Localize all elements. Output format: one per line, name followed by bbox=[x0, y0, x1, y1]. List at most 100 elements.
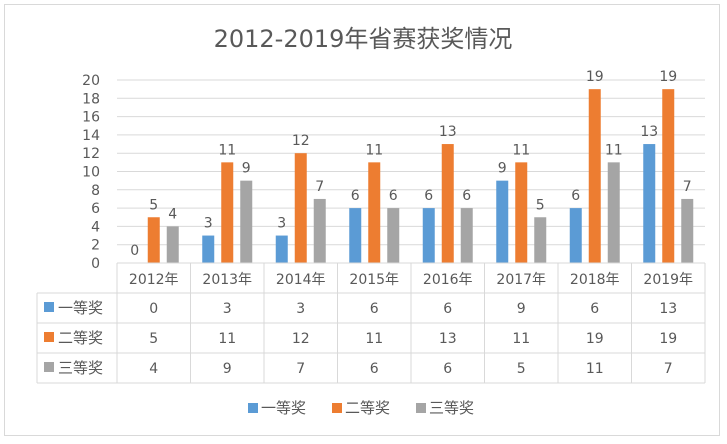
bar bbox=[387, 208, 400, 263]
chart-frame bbox=[4, 4, 720, 436]
table-cell: 13 bbox=[439, 331, 457, 347]
data-label: 11 bbox=[218, 142, 236, 158]
table-cell: 11 bbox=[512, 331, 530, 347]
table-series-label: 三等奖 bbox=[58, 359, 103, 377]
table-cell: 0 bbox=[149, 301, 158, 317]
table-cell: 11 bbox=[218, 331, 236, 347]
data-label: 6 bbox=[389, 188, 398, 204]
y-tick-label: 10 bbox=[82, 165, 100, 181]
table-cell: 5 bbox=[517, 361, 526, 377]
legend-label: 三等奖 bbox=[429, 399, 474, 417]
table-cell: 5 bbox=[149, 331, 158, 347]
bar bbox=[515, 162, 528, 263]
data-label: 19 bbox=[586, 69, 604, 85]
table-cell: 7 bbox=[296, 361, 305, 377]
legend-key bbox=[44, 362, 54, 372]
bar bbox=[569, 208, 582, 263]
category-label: 2017年 bbox=[496, 272, 546, 288]
bar bbox=[275, 235, 288, 263]
table-cell: 6 bbox=[443, 301, 452, 317]
bar bbox=[643, 144, 656, 263]
legend-key bbox=[44, 302, 54, 312]
table-cell: 3 bbox=[223, 301, 232, 317]
data-label: 7 bbox=[315, 179, 324, 195]
table-cell: 6 bbox=[370, 301, 379, 317]
table-series-label: 二等奖 bbox=[58, 329, 103, 347]
legend-marker bbox=[248, 403, 258, 413]
category-label: 2013年 bbox=[202, 272, 252, 288]
category-label: 2012年 bbox=[129, 272, 179, 288]
y-tick-label: 2 bbox=[91, 238, 100, 254]
category-label: 2016年 bbox=[423, 272, 473, 288]
bar bbox=[221, 162, 234, 263]
y-tick-label: 18 bbox=[82, 91, 100, 107]
chart-title: 2012-2019年省赛获奖情况 bbox=[214, 25, 513, 53]
table-cell: 3 bbox=[296, 301, 305, 317]
category-label: 2018年 bbox=[570, 272, 620, 288]
table-cell: 19 bbox=[659, 331, 677, 347]
category-label: 2019年 bbox=[643, 272, 693, 288]
bar bbox=[202, 235, 215, 263]
bar bbox=[240, 180, 253, 263]
legend-marker bbox=[416, 403, 426, 413]
bar bbox=[460, 208, 473, 263]
data-label: 7 bbox=[683, 179, 692, 195]
bar bbox=[349, 208, 362, 263]
bar bbox=[662, 89, 675, 264]
data-label: 6 bbox=[462, 188, 471, 204]
bar bbox=[368, 162, 381, 263]
table-cell: 7 bbox=[664, 361, 673, 377]
data-label: 13 bbox=[439, 124, 457, 140]
y-tick-label: 4 bbox=[91, 219, 100, 235]
y-tick-label: 16 bbox=[82, 110, 100, 126]
bar bbox=[422, 208, 435, 263]
legend-marker bbox=[332, 403, 342, 413]
bar bbox=[534, 217, 547, 263]
bar bbox=[313, 198, 326, 263]
legend-key bbox=[44, 332, 54, 342]
table-cell: 6 bbox=[370, 361, 379, 377]
data-label: 9 bbox=[242, 161, 251, 177]
bar bbox=[588, 89, 601, 264]
table-cell: 13 bbox=[659, 301, 677, 317]
category-label: 2015年 bbox=[349, 272, 399, 288]
data-label: 9 bbox=[498, 161, 507, 177]
table-cell: 12 bbox=[292, 331, 310, 347]
table-cell: 6 bbox=[590, 301, 599, 317]
y-tick-label: 8 bbox=[91, 183, 100, 199]
table-cell: 19 bbox=[586, 331, 604, 347]
data-label: 12 bbox=[292, 133, 310, 149]
data-label: 11 bbox=[512, 142, 530, 158]
data-label: 4 bbox=[168, 206, 177, 222]
data-label: 5 bbox=[536, 197, 545, 213]
y-tick-label: 20 bbox=[82, 73, 100, 89]
data-label: 6 bbox=[351, 188, 360, 204]
data-label: 11 bbox=[605, 142, 623, 158]
bar bbox=[607, 162, 620, 263]
data-label: 6 bbox=[424, 188, 433, 204]
data-label: 3 bbox=[277, 216, 286, 232]
data-label: 6 bbox=[571, 188, 580, 204]
legend-label: 一等奖 bbox=[261, 399, 306, 417]
bar bbox=[166, 226, 179, 263]
data-label: 0 bbox=[130, 243, 139, 259]
bar bbox=[294, 153, 307, 263]
table-cell: 11 bbox=[586, 361, 604, 377]
table-series-label: 一等奖 bbox=[58, 299, 103, 317]
bar bbox=[681, 198, 694, 263]
table-cell: 9 bbox=[517, 301, 526, 317]
bar bbox=[496, 180, 509, 263]
y-tick-label: 0 bbox=[91, 256, 100, 272]
y-tick-label: 6 bbox=[91, 201, 100, 217]
legend-label: 二等奖 bbox=[345, 399, 390, 417]
table-cell: 4 bbox=[149, 361, 158, 377]
data-label: 19 bbox=[659, 69, 677, 85]
bar bbox=[441, 144, 454, 263]
data-label: 3 bbox=[204, 216, 213, 232]
data-label: 11 bbox=[365, 142, 383, 158]
category-label: 2014年 bbox=[276, 272, 326, 288]
table-cell: 11 bbox=[365, 331, 383, 347]
table-cell: 6 bbox=[443, 361, 452, 377]
